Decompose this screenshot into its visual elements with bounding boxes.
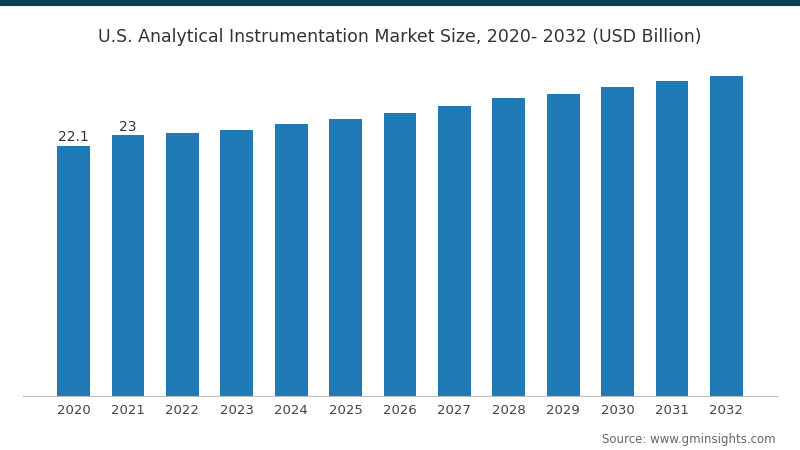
Title: U.S. Analytical Instrumentation Market Size, 2020- 2032 (USD Billion): U.S. Analytical Instrumentation Market S… — [98, 28, 702, 46]
Bar — [438, 106, 470, 396]
Bar — [547, 94, 579, 396]
Bar — [275, 124, 307, 396]
Bar — [58, 146, 90, 396]
Text: 23: 23 — [119, 120, 137, 134]
Text: 22.1: 22.1 — [58, 130, 89, 144]
Bar — [493, 98, 525, 396]
Bar — [330, 118, 362, 396]
Bar — [112, 135, 144, 396]
Bar — [602, 87, 634, 396]
Bar — [656, 81, 688, 396]
Bar — [221, 130, 253, 396]
Bar — [166, 133, 198, 396]
Text: Source: www.gminsights.com: Source: www.gminsights.com — [602, 432, 776, 446]
Bar — [384, 113, 416, 396]
Bar — [710, 76, 742, 396]
